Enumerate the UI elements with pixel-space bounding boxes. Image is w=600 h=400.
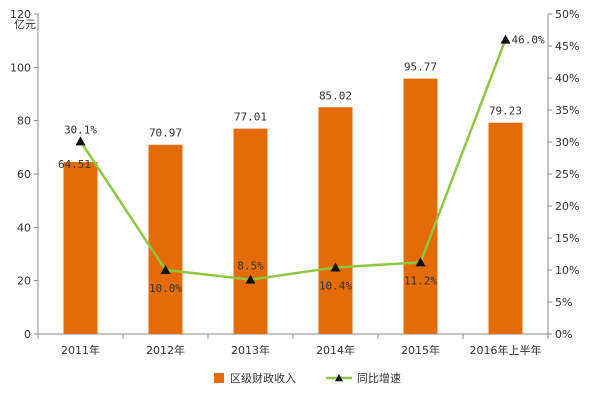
line-value-label: 46.0% bbox=[512, 34, 545, 47]
line-marker bbox=[245, 274, 256, 284]
left-tick-label: 80 bbox=[17, 115, 31, 128]
right-tick-label: 40% bbox=[555, 72, 579, 85]
x-tick-label: 2014年 bbox=[316, 343, 355, 357]
bar-value-label: 64.51 bbox=[58, 158, 91, 171]
right-tick-label: 20% bbox=[555, 200, 579, 213]
right-tick-label: 10% bbox=[555, 264, 579, 277]
legend-label-line: 同比增速 bbox=[357, 371, 401, 385]
right-tick-label: 30% bbox=[555, 136, 579, 149]
line-marker bbox=[330, 262, 341, 272]
bar bbox=[148, 144, 183, 334]
legend-bar-swatch bbox=[214, 373, 224, 383]
legend-label-bar: 区级财政收入 bbox=[230, 371, 296, 385]
bar-value-label: 95.77 bbox=[404, 61, 437, 74]
line-value-label: 8.5% bbox=[237, 260, 264, 273]
data-labels: 64.51 70.97 77.01 85.02 95.77 79.23 30.1% 10.0%… bbox=[58, 34, 545, 295]
line-value-label: 30.1% bbox=[64, 123, 97, 136]
line-series bbox=[75, 34, 511, 284]
legend: 区级财政收入 同比增速 bbox=[214, 371, 401, 385]
left-tick-label: 120 bbox=[10, 8, 31, 21]
bar-value-label: 79.23 bbox=[489, 105, 522, 118]
bar bbox=[63, 161, 98, 334]
bar bbox=[318, 107, 353, 334]
legend-line-marker bbox=[335, 374, 343, 382]
bar bbox=[488, 122, 523, 334]
bar bbox=[233, 128, 268, 334]
right-tick-label: 50% bbox=[555, 8, 579, 21]
line-marker bbox=[75, 136, 86, 146]
left-tick-label: 60 bbox=[17, 168, 31, 181]
line-marker bbox=[160, 265, 171, 274]
right-tick-label: 15% bbox=[555, 232, 579, 245]
bar-series bbox=[63, 78, 523, 334]
line-marker bbox=[415, 257, 426, 267]
bar-value-label: 77.01 bbox=[234, 111, 267, 124]
left-tick-label: 100 bbox=[10, 61, 31, 74]
left-tick-label: 20 bbox=[17, 275, 31, 288]
x-tick-label: 2015年 bbox=[401, 343, 440, 357]
line-value-label: 10.0% bbox=[149, 282, 182, 295]
x-tick-label: 2016年上半年 bbox=[470, 343, 542, 357]
right-tick-label: 25% bbox=[555, 168, 579, 181]
right-tick-label: 5% bbox=[555, 296, 572, 309]
x-tick-label: 2011年 bbox=[61, 343, 100, 357]
bar bbox=[403, 78, 438, 334]
right-tick-label: 45% bbox=[555, 40, 579, 53]
left-tick-label: 0 bbox=[24, 328, 31, 341]
bar-value-label: 70.97 bbox=[149, 127, 182, 140]
x-tick-label: 2013年 bbox=[231, 343, 270, 357]
left-tick-label: 40 bbox=[17, 221, 31, 234]
line-marker bbox=[500, 34, 511, 44]
x-tick-label: 2012年 bbox=[146, 343, 185, 357]
left-axis-unit: 亿元 bbox=[14, 18, 36, 31]
line-value-label: 11.2% bbox=[404, 274, 437, 287]
right-tick-label: 35% bbox=[555, 104, 579, 117]
right-tick-label: 0% bbox=[555, 328, 572, 341]
line-value-label: 10.4% bbox=[319, 279, 352, 292]
bar-value-label: 85.02 bbox=[319, 89, 352, 102]
growth-line bbox=[79, 39, 507, 281]
axes: 0 20 40 60 80 100 120 0% 5% 10% 15% 20% 25% 30% 35% 40%… bbox=[10, 8, 579, 357]
